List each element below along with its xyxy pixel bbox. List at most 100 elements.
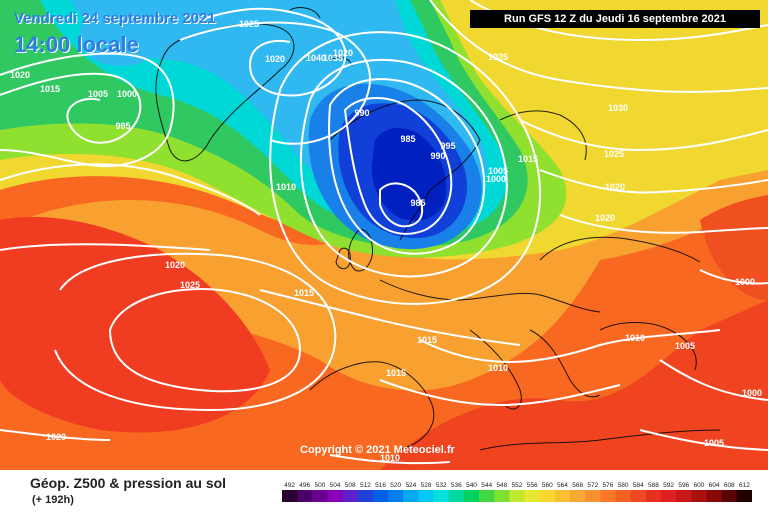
scale-swatch [691,490,708,502]
forecast-time: 14:00 locale [14,32,139,57]
isobar-label: 1015 [294,288,314,298]
scale-label: 516 [375,482,386,489]
isobar-label: 990 [354,108,369,118]
scale-swatch [297,490,313,502]
scale-label: 564 [557,482,568,489]
isobar-label: 1025 [239,19,259,29]
scale-swatch [570,490,586,502]
scale-label: 536 [451,482,462,489]
isobar-label: 1015 [417,335,437,345]
isobar-label: 1020 [333,48,353,58]
scale-swatch [524,490,541,502]
scale-swatch [463,490,480,502]
scale-swatch [706,490,723,502]
isobar-label: 995 [440,141,455,151]
isobar-label: 1005 [675,341,695,351]
scale-label: 584 [633,482,644,489]
isobar-label: 985 [400,134,415,144]
scale-swatch [630,490,647,502]
isobar-label: 1035 [323,53,343,63]
run-info: Run GFS 12 Z du Jeudi 16 septembre 2021 [470,10,760,28]
isobar-label: 1020 [595,213,615,223]
scale-label: 560 [542,482,553,489]
scale-label: 552 [512,482,523,489]
scale-swatch [312,490,328,502]
scale-swatch [509,490,526,502]
isobar-label: 995 [115,121,130,131]
scale-label: 576 [603,482,614,489]
isobar-label: 1010 [276,182,296,192]
scale-swatch [403,490,419,502]
scale-label: 496 [299,482,310,489]
scale-label: 588 [648,482,659,489]
isobar-label: 1020 [165,260,185,270]
copyright: Copyright © 2021 Meteociel.fr [300,444,455,456]
color-scale: 492 496 500 504 508 512 516 520 524 528 532 536 540 5… [282,482,752,502]
scale-label: 508 [345,482,356,489]
isobar-label: 1020 [10,70,30,80]
scale-swatch [327,490,344,502]
isobar-label: 1020 [605,182,625,192]
isobar-label: 1040 [306,53,326,63]
scale-label: 528 [421,482,432,489]
scale-label: 504 [330,482,341,489]
scale-swatch [600,490,617,502]
forecast-range: (+ 192h) [32,494,74,506]
scale-swatch [418,490,435,502]
scale-swatch [479,490,495,502]
scale-label: 604 [709,482,720,489]
isobar-label: 1025 [488,52,508,62]
scale-swatch [448,490,465,502]
isobar-label: 1020 [46,432,66,442]
field-south-red [380,300,768,470]
chart-title: Géop. Z500 & pression au sol [30,475,227,491]
weather-map: 1020 1015 1005 1000 995 1025 1020 1040 1035 1020 9… [0,0,768,470]
scale-swatch [372,490,389,502]
forecast-date: Vendredi 24 septembre 2021 [14,10,216,27]
field-deepblue-core [371,128,447,221]
scale-swatch [615,490,632,502]
field-greenland-cyan [79,6,161,66]
isobar-label: 1010 [380,453,400,463]
scale-label: 592 [663,482,674,489]
isobar-label: 1000 [486,174,506,184]
isobar-label: 1015 [386,368,406,378]
scale-label: 524 [405,482,416,489]
scale-label: 548 [496,482,507,489]
scale-swatch [585,490,601,502]
coastlines [155,7,721,451]
isobar-label: 1025 [180,280,200,290]
isobar-label: 1020 [265,54,285,64]
scale-label: 596 [678,482,689,489]
field-west-red [0,216,270,433]
scale-label: 608 [724,482,735,489]
scale-label: 572 [587,482,598,489]
scale-swatch [721,490,738,502]
scale-label: 568 [572,482,583,489]
scale-label: 544 [481,482,492,489]
scale-swatch [661,490,677,502]
isobar-label: 1000 [742,388,762,398]
scale-label: 600 [694,482,705,489]
scale-swatch [736,490,752,502]
scale-swatch [388,490,404,502]
scale-swatch [645,490,662,502]
field-east-red [700,195,768,300]
scale-swatch [433,490,450,502]
scale-swatch [282,490,298,502]
isobar-label: 1015 [518,154,538,164]
isobar-label: 1005 [88,89,108,99]
scale-label: 580 [618,482,629,489]
scale-label: 500 [314,482,325,489]
isobar-label: 1000 [735,277,755,287]
isobar-label: 1015 [40,84,60,94]
scale-label: 532 [436,482,447,489]
scale-swatch [357,490,374,502]
isobar-label: 985 [410,198,425,208]
isobar-label: 1010 [488,363,508,373]
isobar-label: 1010 [625,333,645,343]
scale-swatch [494,490,510,502]
scale-label: 512 [360,482,371,489]
scale-swatch [676,490,692,502]
